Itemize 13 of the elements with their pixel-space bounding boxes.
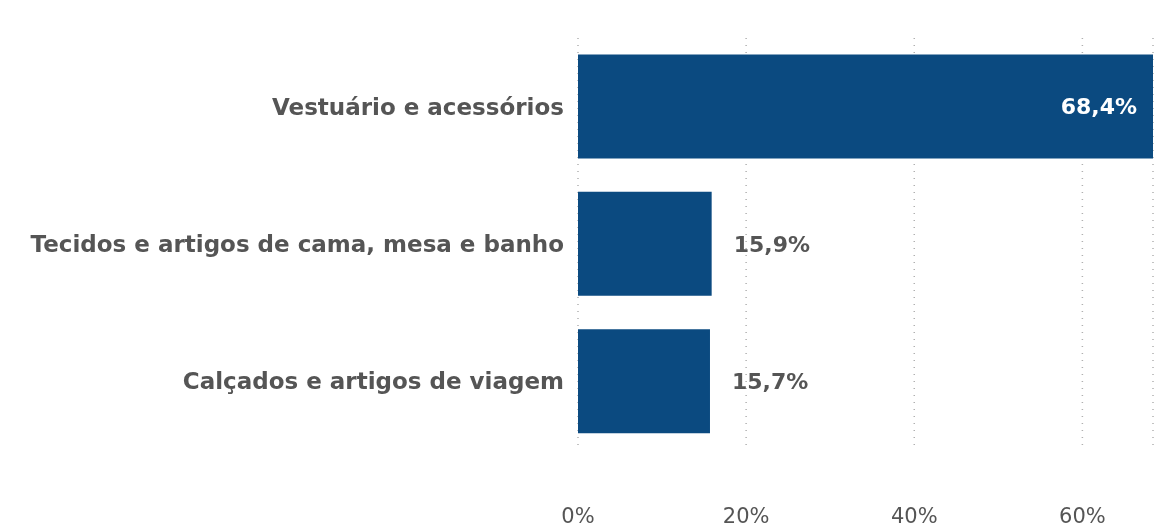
x-tick-label: 60%	[1059, 503, 1106, 528]
y-tick-label: Calçados e artigos de viagem	[182, 368, 564, 395]
y-tick-label: Tecidos e artigos de cama, mesa e banho	[30, 231, 564, 258]
data-label: 15,9%	[733, 231, 810, 257]
bar	[578, 329, 710, 434]
y-tick-label: Vestuário e acessórios	[271, 93, 564, 120]
bar	[578, 191, 712, 296]
data-label: 68,4%	[1060, 94, 1137, 120]
x-tick-label: 40%	[890, 503, 938, 528]
data-label: 15,7%	[731, 368, 809, 394]
x-tick-label: 20%	[722, 503, 770, 528]
bar	[578, 54, 1153, 159]
x-tick-label: 0%	[561, 503, 595, 528]
